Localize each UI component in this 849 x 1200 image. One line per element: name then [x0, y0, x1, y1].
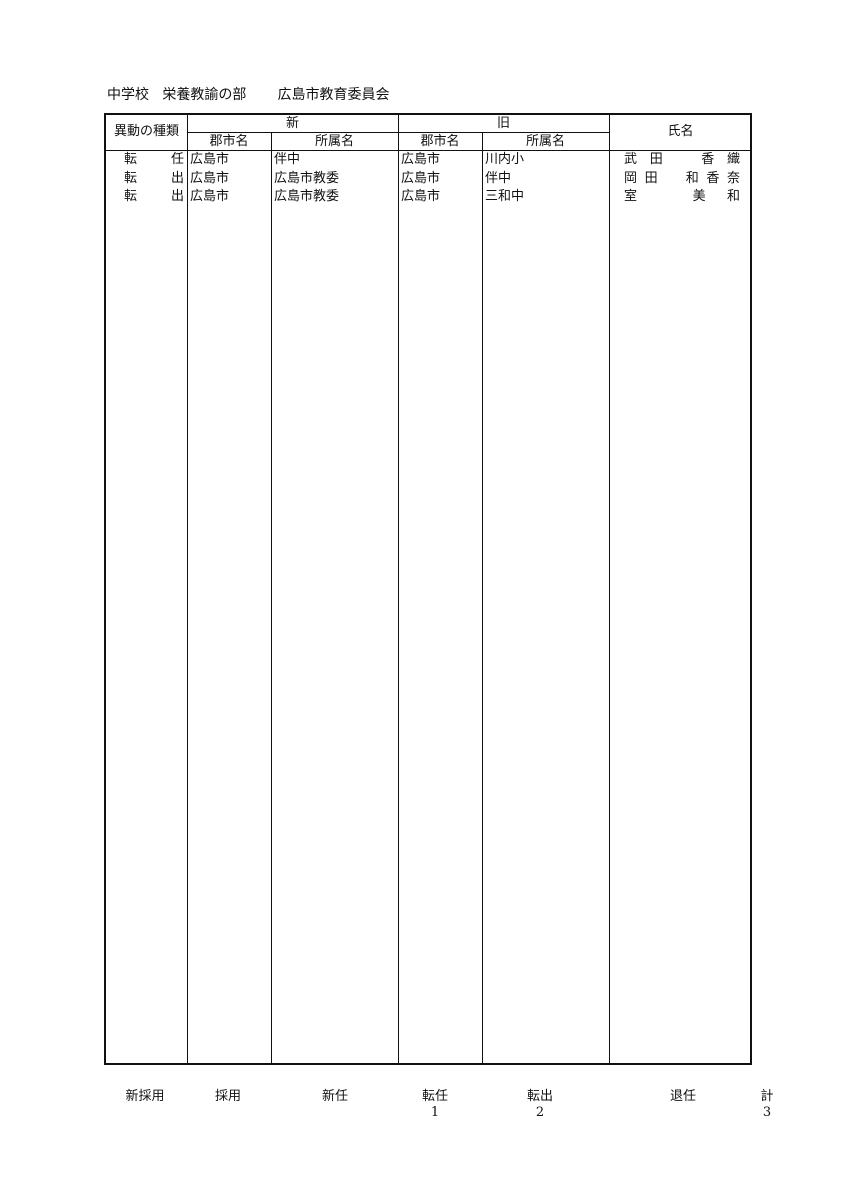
cell-old-affiliation: 伴中 [485, 170, 512, 186]
header-name: 氏名 [667, 124, 694, 139]
title-organization: 広島市教育委員会 [277, 87, 390, 103]
header-old: 旧 [496, 116, 510, 131]
cell-new-affiliation: 広島市教委 [274, 170, 340, 186]
personnel-table: 異動の種類 新 旧 郡市名 所属名 郡市名 所属名 氏名 転任 広島市 伴中 広島市川… [104, 113, 752, 1065]
header-old-affiliation: 所属名 [525, 134, 565, 149]
document-title: 中学校 栄養教諭の部 広島市教育委員会 [107, 84, 390, 104]
divider [187, 115, 188, 1063]
summary-count: 1 [430, 1105, 440, 1120]
header-type: 異動の種類 [113, 124, 179, 139]
cell-new-city: 広島市 [190, 152, 230, 167]
cell-old-affiliation: 三和中 [485, 189, 525, 204]
cell-new-city: 広島市 [190, 189, 230, 204]
summary-count: 2 [535, 1105, 545, 1120]
divider [187, 132, 609, 133]
title-section: 栄養教諭の部 [162, 87, 247, 103]
header-new: 新 [285, 116, 299, 131]
summary-count: 3 [762, 1105, 772, 1120]
header-new-city: 郡市名 [209, 134, 249, 149]
cell-new-city: 広島市 [190, 170, 230, 186]
divider [609, 115, 610, 1063]
cell-name: 室 美和 [624, 189, 740, 204]
summary-label: 計 [760, 1089, 774, 1104]
cell-type: 転出 [124, 170, 184, 186]
summary-label: 新任 [321, 1089, 348, 1104]
divider [271, 133, 272, 1063]
summary-label: 採用 [214, 1089, 241, 1104]
cell-type: 転出 [124, 189, 184, 204]
cell-old-city: 広島市 [401, 189, 441, 204]
cell-name: 武田 香織 [624, 152, 740, 167]
summary-label: 転任 [421, 1089, 448, 1104]
cell-new-affiliation: 広島市教委 [274, 189, 340, 204]
cell-old-city: 広島市 [401, 152, 441, 167]
cell-old-affiliation: 川内小 [485, 152, 525, 167]
summary-label: 転出 [526, 1089, 553, 1104]
cell-old-city: 広島市 [401, 170, 441, 186]
divider [398, 115, 399, 1063]
title-category: 中学校 [107, 87, 149, 103]
header-old-city: 郡市名 [420, 134, 460, 149]
cell-new-affiliation: 伴中 [274, 152, 301, 167]
divider [482, 133, 483, 1063]
divider [106, 150, 750, 151]
summary-label: 新採用 [125, 1089, 165, 1104]
summary-label: 退任 [669, 1089, 696, 1104]
cell-name: 岡田 和香奈 [624, 170, 740, 186]
cell-type: 転任 [124, 152, 184, 167]
header-new-affiliation: 所属名 [314, 134, 354, 149]
